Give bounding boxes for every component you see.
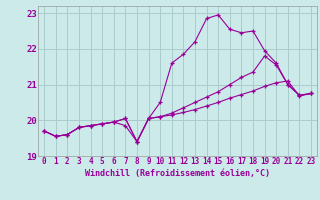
X-axis label: Windchill (Refroidissement éolien,°C): Windchill (Refroidissement éolien,°C) — [85, 169, 270, 178]
